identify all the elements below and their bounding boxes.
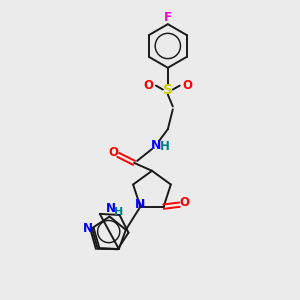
Text: N: N — [151, 139, 161, 152]
Text: S: S — [163, 82, 173, 97]
Text: H: H — [114, 207, 123, 217]
Text: O: O — [108, 146, 118, 160]
Text: F: F — [164, 11, 172, 24]
Text: N: N — [135, 198, 146, 211]
Text: O: O — [179, 196, 189, 209]
Text: N: N — [106, 202, 116, 215]
Text: O: O — [183, 79, 193, 92]
Text: H: H — [160, 140, 170, 152]
Text: O: O — [143, 79, 153, 92]
Text: N: N — [83, 222, 93, 235]
